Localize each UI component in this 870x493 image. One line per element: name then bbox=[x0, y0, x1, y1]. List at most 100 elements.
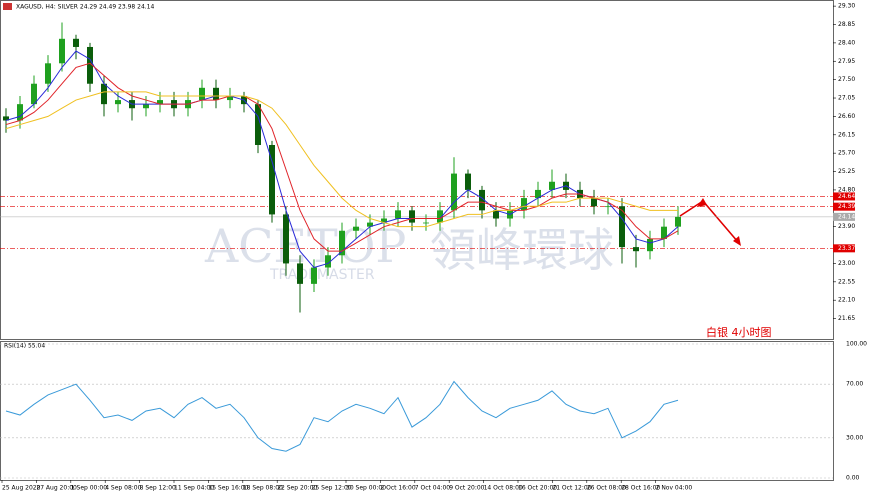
candle-body bbox=[591, 198, 597, 207]
symbol-icon bbox=[3, 3, 12, 10]
candle-body bbox=[521, 198, 527, 211]
y-tick-label: 0.00 bbox=[846, 475, 860, 482]
y-tick-label: 26.60 bbox=[838, 113, 855, 120]
y-tick-label: 70.00 bbox=[846, 381, 863, 388]
candle-body bbox=[283, 214, 289, 264]
candle-body bbox=[45, 63, 51, 84]
y-tick-label: 27.50 bbox=[838, 76, 855, 83]
candle-body bbox=[199, 87, 205, 101]
candle-body bbox=[339, 230, 345, 256]
candle-body bbox=[367, 222, 373, 227]
candle-body bbox=[73, 38, 79, 47]
candle-body bbox=[59, 38, 65, 64]
candle-body bbox=[661, 226, 667, 239]
x-tick-label: 26 Oct 08:00 bbox=[587, 485, 626, 492]
y-tick-label: 25.25 bbox=[838, 168, 855, 175]
level-tag bbox=[833, 244, 855, 253]
last-price-label: 24.14 bbox=[838, 213, 855, 220]
level-label: 24.39 bbox=[838, 203, 855, 210]
y-tick-label: 25.70 bbox=[838, 150, 855, 157]
candle-body bbox=[381, 218, 387, 223]
x-tick-label: 21 Oct 12:00 bbox=[552, 485, 591, 492]
candle-body bbox=[451, 173, 457, 211]
rsi-panel bbox=[0, 341, 834, 481]
candle-body bbox=[675, 216, 681, 227]
level-tag bbox=[833, 202, 855, 211]
candle-body bbox=[423, 222, 429, 224]
y-tick-label: 22.10 bbox=[838, 297, 855, 304]
candle-body bbox=[647, 238, 653, 252]
x-tick-label: 1 Sep 00:00 bbox=[71, 485, 107, 492]
x-tick-label: 22 Sep 20:00 bbox=[277, 485, 317, 492]
x-tick-label: 28 Oct 16:00 bbox=[621, 485, 660, 492]
y-tick-label: 21.65 bbox=[838, 315, 855, 322]
annotation: 白银 4小时图 bbox=[706, 325, 772, 339]
forecast-arrow bbox=[679, 199, 739, 243]
arrow-head bbox=[733, 236, 741, 246]
candle-body bbox=[31, 83, 37, 105]
candle-body bbox=[437, 210, 443, 223]
y-tick-label: 26.15 bbox=[838, 131, 855, 138]
candle-body bbox=[143, 104, 149, 109]
x-tick-label: 16 Oct 20:00 bbox=[518, 485, 557, 492]
moving-average bbox=[5, 91, 678, 228]
y-tick-label: 28.85 bbox=[838, 21, 855, 28]
candle-body bbox=[549, 181, 555, 190]
candle-body bbox=[227, 95, 233, 101]
x-tick-label: 9 Oct 20:00 bbox=[449, 485, 484, 492]
x-tick-label: 8 Sep 12:00 bbox=[140, 485, 176, 492]
rsi-line bbox=[5, 380, 679, 452]
y-tick-label: 27.05 bbox=[838, 95, 855, 102]
candle-body bbox=[87, 46, 93, 84]
last-price-tag bbox=[833, 212, 855, 221]
y-tick-label: 28.40 bbox=[838, 39, 855, 46]
x-tick-label: 15 Sep 16:00 bbox=[208, 485, 248, 492]
candle-body bbox=[353, 226, 359, 231]
y-tick-label: 22.55 bbox=[838, 278, 855, 285]
candle-body bbox=[479, 189, 485, 211]
candle-body bbox=[633, 247, 639, 252]
candle-body bbox=[605, 206, 611, 208]
moving-average bbox=[5, 62, 679, 252]
candle-body bbox=[213, 87, 219, 101]
level-label: 23.37 bbox=[838, 245, 855, 252]
candle-body bbox=[311, 267, 317, 284]
candle-body bbox=[17, 104, 23, 121]
candle-body bbox=[3, 116, 9, 121]
rsi-title: RSI(14) 55.04 bbox=[4, 343, 45, 350]
candle-body bbox=[269, 144, 275, 215]
candle-body bbox=[115, 100, 121, 105]
y-tick-label: 23.00 bbox=[838, 260, 855, 267]
chart-title: XAGUSD, H4: SILVER 24.29 24.49 23.98 24.… bbox=[16, 4, 154, 11]
candle-body bbox=[465, 173, 471, 190]
level-label: 24.64 bbox=[838, 193, 855, 200]
watermark: TRADEMASTER bbox=[269, 267, 375, 283]
arrow-head bbox=[697, 198, 707, 207]
candle-body bbox=[395, 210, 401, 219]
candle-body bbox=[101, 83, 107, 105]
candle-body bbox=[297, 263, 303, 284]
candle-body bbox=[619, 206, 625, 248]
candle-body bbox=[325, 255, 331, 268]
candle-body bbox=[493, 210, 499, 219]
y-tick-label: 30.00 bbox=[846, 434, 863, 441]
x-tick-label: 25 Aug 2020 bbox=[2, 485, 41, 492]
watermark: 領峰環球 bbox=[430, 223, 614, 277]
watermark: ACETOP bbox=[204, 219, 406, 273]
x-tick-label: 14 Oct 08:00 bbox=[484, 485, 523, 492]
x-tick-label: 2 Oct 16:00 bbox=[380, 485, 415, 492]
x-tick-label: 25 Sep 12:00 bbox=[312, 485, 352, 492]
candle-body bbox=[255, 104, 261, 145]
y-tick-label: 24.80 bbox=[838, 186, 855, 193]
y-tick-label: 29.30 bbox=[838, 3, 855, 10]
x-tick-label: 27 Aug 20:00 bbox=[36, 485, 77, 492]
x-tick-label: 7 Oct 04:00 bbox=[415, 485, 450, 492]
x-tick-label: 11 Sep 04:00 bbox=[174, 485, 214, 492]
candle-body bbox=[535, 189, 541, 199]
x-tick-label: 2 Nov 04:00 bbox=[656, 485, 693, 492]
y-tick-label: 23.90 bbox=[838, 223, 855, 230]
x-tick-label: 18 Sep 08:00 bbox=[243, 485, 283, 492]
level-tag bbox=[833, 192, 855, 201]
x-tick-label: 4 Sep 08:00 bbox=[105, 485, 141, 492]
